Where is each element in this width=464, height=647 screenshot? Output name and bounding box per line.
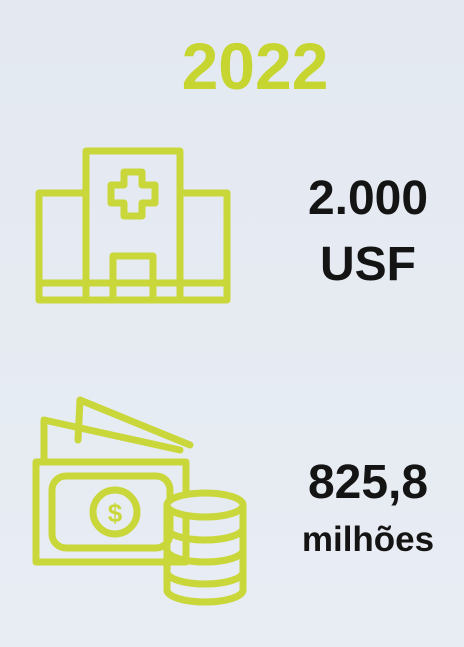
stat-unit: USF xyxy=(320,238,416,291)
stat: 825,8 milhões xyxy=(268,450,464,564)
stat-unit: milhões xyxy=(301,520,435,559)
year-title: 2022 xyxy=(181,29,329,103)
money-icon: $ xyxy=(32,396,247,606)
stat: 2.000 USF xyxy=(268,166,464,298)
hospital-icon xyxy=(35,147,231,304)
svg-text:$: $ xyxy=(108,498,123,528)
stat-value: 2.000 xyxy=(307,172,429,225)
stat-value: 825,8 xyxy=(307,456,429,509)
